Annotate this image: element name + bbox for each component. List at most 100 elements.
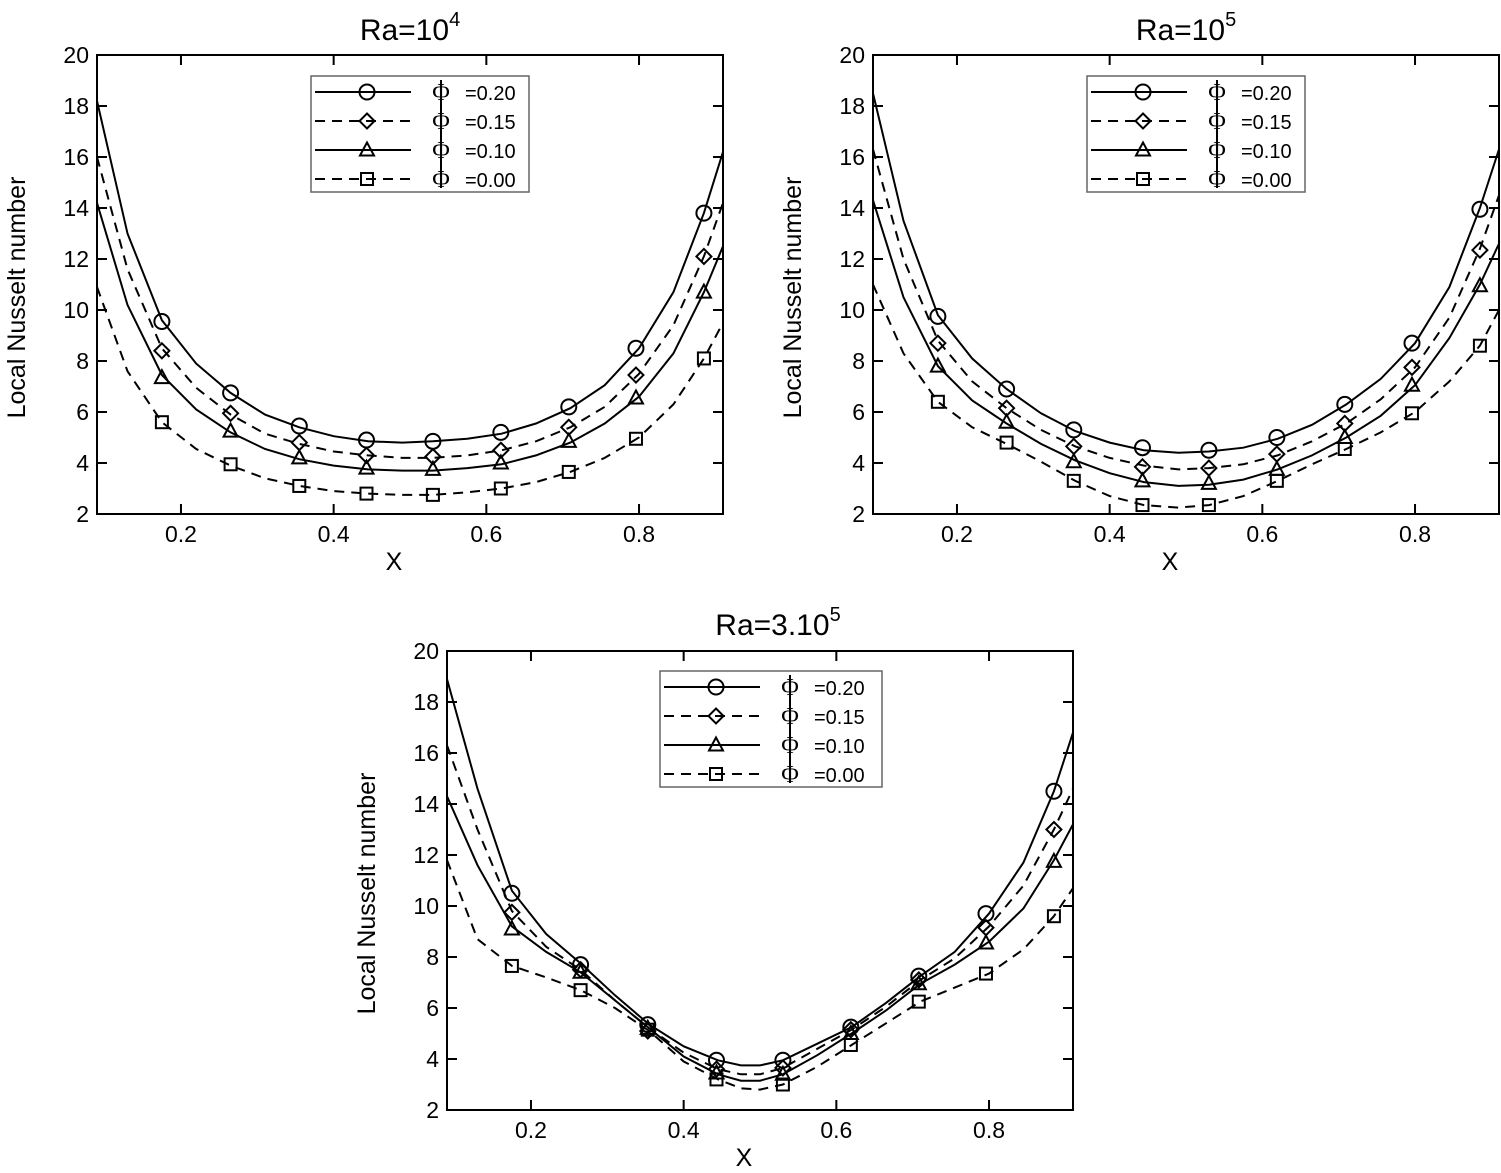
y-tick-label-1: 4 — [426, 1046, 439, 1072]
data-point-s3-p1 — [223, 457, 238, 472]
legend-symbol-2: Φ — [1208, 138, 1226, 164]
y-tick-label-6: 14 — [839, 195, 865, 221]
legend-symbol-3: Φ — [432, 167, 450, 193]
legend-label-3: =0.00 — [1241, 170, 1292, 192]
legend-box — [1086, 75, 1306, 193]
data-point-s3-p8 — [1046, 909, 1061, 924]
legend-marker-1 — [707, 707, 725, 725]
legend-box — [659, 670, 883, 788]
x-tick-label-0: 0.2 — [515, 1117, 547, 1143]
legend-label-2: =0.10 — [465, 141, 516, 163]
x-tick-label-1: 0.4 — [668, 1117, 700, 1143]
data-point-s0-p5 — [492, 423, 510, 441]
data-point-s0-p5 — [1268, 429, 1286, 446]
data-point-s2-p3 — [1133, 471, 1152, 488]
chart-title-exponent: 4 — [449, 9, 460, 31]
legend-marker-3 — [1136, 172, 1150, 186]
data-point-s3-p6 — [561, 464, 576, 479]
data-point-s0-p0 — [153, 312, 171, 330]
legend-label-1: =0.15 — [465, 112, 516, 134]
x-tick-label-2: 0.6 — [1246, 521, 1278, 547]
legend-symbol-1: Φ — [1208, 109, 1226, 135]
y-tick-label-3: 8 — [852, 348, 865, 374]
chart-ra-1e5: Ra=105 0.2 0.4 0.6 0.8 2 4 6 8 10 12 14 16 18 20 X Loca… — [779, 9, 1500, 576]
y-tick-label-1: 4 — [76, 450, 89, 476]
data-point-s3-p0 — [154, 415, 169, 430]
y-tick-label-5: 12 — [413, 842, 439, 868]
data-point-s3-p7 — [628, 431, 643, 446]
data-point-s3-p8 — [1472, 338, 1487, 353]
data-point-s1-p8 — [1045, 820, 1063, 839]
data-point-s2-p1 — [221, 421, 240, 438]
data-point-s2-p5 — [492, 453, 510, 470]
legend-box — [310, 75, 530, 193]
data-point-s1-p3 — [357, 446, 376, 465]
data-point-s0-p3 — [1133, 439, 1151, 457]
y-tick-label-0: 2 — [426, 1097, 439, 1123]
y-tick-label-9: 20 — [413, 638, 439, 664]
legend-marker-1 — [1134, 112, 1152, 130]
legend-marker-2 — [358, 140, 376, 157]
legend-symbol-3: Φ — [1208, 167, 1226, 193]
data-point-s3-p0 — [930, 394, 945, 409]
series-line-0 — [447, 678, 1073, 1067]
y-tick-label-7: 16 — [63, 144, 89, 170]
data-point-s1-p4 — [773, 1059, 792, 1077]
y-tick-label-6: 14 — [413, 791, 439, 817]
data-point-s3-p2 — [640, 1022, 655, 1037]
data-point-s1-p0 — [928, 334, 947, 353]
x-axis-label: X — [736, 1144, 753, 1172]
y-tick-label-4: 10 — [839, 297, 865, 323]
data-point-s2-p8 — [695, 282, 713, 299]
y-axis-label: Local Nusselt number — [3, 177, 31, 419]
series-line-2 — [97, 202, 723, 472]
legend-marker-2 — [1134, 140, 1152, 157]
plot-frame — [96, 54, 724, 515]
chart-ra-3e5: Ra=3.105 0.2 0.4 0.6 0.8 2 4 6 8 10 12 14 16 18 20 X Lo… — [353, 604, 1074, 1172]
data-point-s1-p0 — [152, 341, 171, 360]
y-axis-label: Local Nusselt number — [353, 773, 381, 1015]
legend-symbol-2: Φ — [781, 733, 799, 759]
x-tick-label-3: 0.8 — [973, 1117, 1005, 1143]
x-axis-label: X — [386, 548, 403, 576]
legend-symbol-2: Φ — [432, 138, 450, 164]
legend-symbol-1: Φ — [781, 704, 799, 730]
data-point-s0-p4 — [1200, 441, 1218, 459]
data-point-s0-p7 — [1403, 334, 1421, 352]
x-tick-label-2: 0.6 — [470, 521, 502, 547]
legend-marker-3 — [360, 172, 374, 186]
data-point-s3-p3 — [1135, 498, 1150, 513]
series-line-3 — [873, 284, 1499, 509]
data-point-s3-p2 — [292, 478, 307, 493]
legend-marker-0 — [707, 678, 725, 696]
legend-label-3: =0.00 — [465, 170, 516, 192]
legend-label-0: =0.20 — [465, 83, 516, 105]
legend: Φ =0.20 Φ =0.15 Φ =0.10 Φ =0.00 — [310, 75, 530, 193]
x-tick-label-3: 0.8 — [623, 521, 655, 547]
series-line-1 — [873, 149, 1499, 471]
data-point-s1-p7 — [1403, 358, 1421, 377]
data-point-s3-p3 — [709, 1072, 724, 1087]
y-tick-label-3: 8 — [76, 348, 89, 374]
data-point-s2-p7 — [627, 388, 645, 405]
y-tick-label-7: 16 — [839, 144, 865, 170]
y-tick-label-0: 2 — [76, 501, 89, 527]
chart-title: Ra=105 — [1136, 9, 1236, 47]
x-tick-label-2: 0.6 — [820, 1117, 852, 1143]
chart-title: Ra=3.105 — [715, 604, 840, 642]
legend-symbol-0: Φ — [781, 675, 799, 701]
data-point-s3-p7 — [978, 966, 993, 981]
y-tick-label-7: 16 — [413, 740, 439, 766]
legend-label-0: =0.20 — [1241, 83, 1292, 105]
data-point-s2-p0 — [503, 919, 521, 936]
data-point-s1-p6 — [909, 971, 928, 989]
data-point-s1-p3 — [707, 1060, 726, 1079]
legend-label-0: =0.20 — [814, 678, 865, 700]
data-point-s0-p2 — [639, 1016, 657, 1034]
y-tick-label-6: 14 — [63, 195, 89, 221]
data-point-s0-p7 — [627, 339, 645, 357]
data-point-s1-p5 — [841, 1020, 860, 1039]
data-point-s3-p8 — [696, 351, 711, 366]
legend-symbol-3: Φ — [781, 762, 799, 788]
